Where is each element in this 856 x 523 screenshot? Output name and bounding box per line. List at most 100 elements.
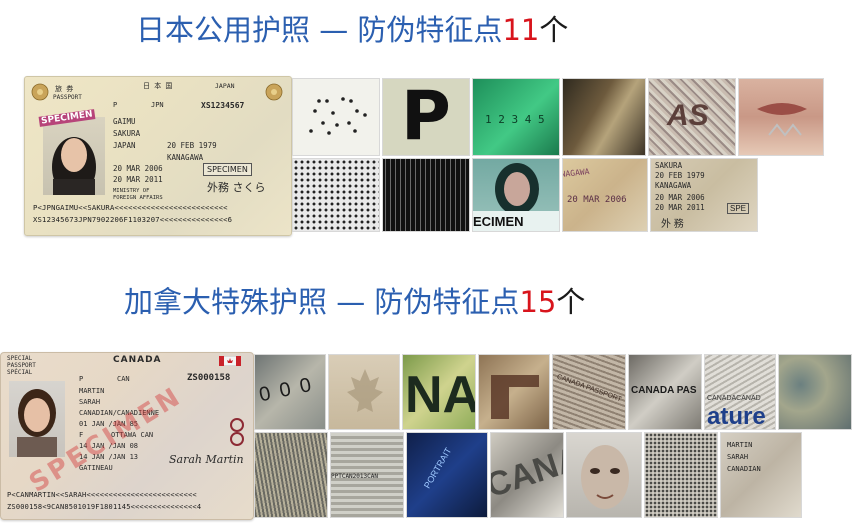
passport-label-en: PASSPORT bbox=[53, 94, 82, 101]
chrysanthemum-seal-icon bbox=[265, 83, 283, 101]
tile-mar06: 20 MAR 2006 bbox=[655, 193, 705, 202]
issuing-authority: MINISTRY OF FOREIGN AFFAIRS bbox=[113, 188, 163, 201]
feature-tile-as-pattern: AS bbox=[648, 78, 736, 156]
security-seal-icon bbox=[230, 418, 244, 446]
country-code: CAN bbox=[117, 375, 130, 383]
expiry-date: 20 MAR 2011 bbox=[113, 175, 163, 184]
tile-sakura: SAKURA bbox=[655, 161, 683, 170]
canada-title-main: 加拿大特殊护照 — 防伪特征点 bbox=[124, 285, 520, 319]
portrait-face-icon bbox=[52, 137, 96, 195]
feature-tile-face-detail bbox=[566, 432, 642, 518]
holder-signature: 外務 さくら bbox=[207, 181, 266, 194]
specimen-box: SPECIMEN bbox=[203, 163, 252, 176]
lips-icon bbox=[757, 103, 807, 137]
mrz-line-2: XS12345673JPN7902206F1103207<<<<<<<<<<<<… bbox=[33, 215, 233, 224]
japan-title-main: 日本公用护照 — 防伪特征点 bbox=[136, 13, 503, 47]
feature-tile-uv-numbers: 1 2 3 4 5 bbox=[472, 78, 560, 156]
zoom-martin: MARTIN bbox=[727, 441, 753, 449]
feature-tile-mrz-micro: PPTCAN2013CAN bbox=[330, 432, 404, 518]
flag-icon bbox=[219, 356, 241, 366]
domicile: KANAGAWA bbox=[167, 153, 204, 162]
feature-tile-data-zoom: MARTIN SARAH CANADIAN bbox=[720, 432, 802, 518]
tile-spe: SPE bbox=[727, 203, 750, 214]
cana-text: CANA bbox=[490, 438, 564, 506]
feature-tile-intaglio bbox=[478, 354, 550, 430]
as-pattern-text: AS bbox=[667, 99, 709, 132]
feature-tile-perforated-zeros: 0 0 0 bbox=[254, 354, 326, 430]
na-text: NA bbox=[405, 366, 476, 424]
feature-tile-fine-lines bbox=[254, 432, 328, 518]
canada-passport-photo-page: SPECIAL PASSPORT SPÉCIAL CANADA P CAN ZS… bbox=[0, 352, 254, 520]
surname: GAIMU bbox=[113, 117, 136, 126]
mrz-line-1: P<JPNGAIMU<<SAKURA<<<<<<<<<<<<<<<<<<<<<<… bbox=[33, 203, 228, 212]
portrait-word-text: PORTRAIT bbox=[422, 445, 454, 491]
laser-text-b: 20 MAR 2006 bbox=[567, 195, 627, 205]
feature-tile-laser-text-1: KANAGAWA 20 MAR 2006 bbox=[562, 158, 648, 232]
passport-label-native: 旅 券 bbox=[55, 85, 74, 93]
ecimen-text: ECIMEN bbox=[473, 211, 559, 231]
feature-tile-fibers bbox=[778, 354, 852, 430]
canada-repeat-text: CANADACANAD bbox=[707, 395, 761, 402]
portrait-face-icon bbox=[17, 389, 57, 457]
issuing-authority: GATINEAU bbox=[79, 464, 113, 472]
intaglio-shape-icon bbox=[491, 375, 539, 419]
ghost-portrait-icon bbox=[495, 163, 539, 215]
surname: MARTIN bbox=[79, 387, 105, 395]
given-name: SARAH bbox=[79, 398, 101, 406]
issue-date: 20 MAR 2006 bbox=[113, 164, 163, 173]
japan-title-tail: 个 bbox=[539, 13, 569, 47]
tile-mar11: 20 MAR 2011 bbox=[655, 203, 705, 212]
canada-title-tail: 个 bbox=[556, 285, 586, 319]
nationality: CANADIAN/CANADIENNE bbox=[79, 409, 160, 417]
feature-tile-uv-portrait: PORTRAIT bbox=[406, 432, 488, 518]
maple-leaf-icon bbox=[347, 369, 383, 412]
letter-p-text: P bbox=[401, 78, 451, 156]
expiry-date: 14 JAN /JAN 13 bbox=[79, 453, 139, 461]
country-name: CANADA bbox=[113, 355, 162, 365]
country-code: JPN bbox=[151, 101, 164, 109]
issue-date: 14 JAN /JAN 08 bbox=[79, 442, 139, 450]
laser-text-a: KANAGAWA bbox=[562, 167, 590, 180]
feature-tile-microperforation bbox=[292, 78, 380, 156]
feature-tile-maple-emboss bbox=[328, 354, 400, 430]
mrz-line-1: P<CANMARTIN<<SARAH<<<<<<<<<<<<<<<<<<<<<<… bbox=[7, 491, 197, 499]
canada-pas-text: CANADA PAS bbox=[631, 385, 697, 396]
passport-label: PASSPORT bbox=[7, 362, 36, 369]
special-fr-label: SPÉCIAL bbox=[7, 369, 33, 376]
zoom-canadian: CANADIAN bbox=[727, 465, 761, 473]
feature-tile-halftone bbox=[644, 432, 718, 518]
passport-number: ZS000158 bbox=[187, 373, 231, 383]
chrysanthemum-seal-icon bbox=[31, 83, 49, 101]
tile-feb: 20 FEB 1979 bbox=[655, 171, 705, 180]
feature-tile-letter-p: P bbox=[382, 78, 470, 156]
date-of-birth: 20 FEB 1979 bbox=[167, 141, 217, 150]
tile-signature: 外 務 bbox=[661, 219, 684, 230]
feature-tile-canada-pas: CANADA PAS bbox=[628, 354, 702, 430]
given-name: SAKURA bbox=[113, 129, 141, 138]
ature-text: ature bbox=[707, 403, 766, 430]
feature-tile-ature: CANADACANAD ature bbox=[704, 354, 776, 430]
date-of-birth: 01 JAN /JAN 85 bbox=[79, 420, 139, 428]
special-label: SPECIAL bbox=[7, 355, 33, 362]
zeros-text: 0 0 0 bbox=[257, 373, 316, 407]
perforation-dots-icon bbox=[309, 97, 367, 135]
holder-signature: Sarah Martin bbox=[169, 453, 244, 466]
feature-tile-micro-text: CANADA PASSPORT bbox=[552, 354, 626, 430]
country-native: 日 本 国 bbox=[143, 82, 173, 90]
face-detail-icon bbox=[581, 445, 629, 509]
feature-tile-guilloche bbox=[562, 78, 646, 156]
japan-section-title: 日本公用护照 — 防伪特征点11个 bbox=[136, 12, 568, 48]
japan-feature-count: 11 bbox=[502, 13, 540, 47]
mrz-line-2: ZS000158<9CAN8501019F1801145<<<<<<<<<<<<… bbox=[7, 503, 202, 511]
feature-tile-lips-detail bbox=[738, 78, 824, 156]
tile-kanagawa: KANAGAWA bbox=[655, 181, 692, 190]
feature-tile-cana-emboss: CANA bbox=[490, 432, 564, 518]
japan-passport-photo-page: 旅 券 PASSPORT 日 本 国 JAPAN SPECIMEN P JPN … bbox=[24, 76, 292, 236]
sex: F bbox=[79, 431, 84, 439]
uv-numbers-text: 1 2 3 4 5 bbox=[485, 113, 545, 126]
place-of-birth: OTTAWA CAN bbox=[111, 431, 154, 439]
canada-feature-count: 15 bbox=[519, 285, 557, 319]
holder-photo bbox=[43, 117, 105, 195]
country-en: JAPAN bbox=[215, 82, 235, 90]
micro-canada-passport: CANADA PASSPORT bbox=[555, 373, 623, 404]
